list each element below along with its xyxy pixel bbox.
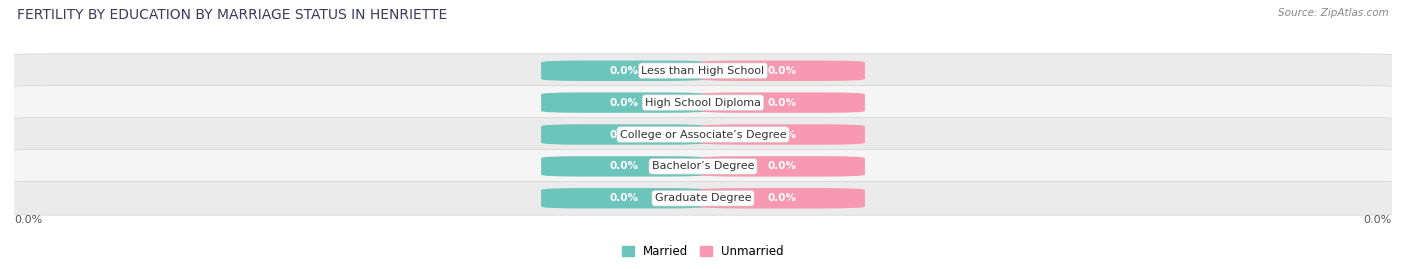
Text: FERTILITY BY EDUCATION BY MARRIAGE STATUS IN HENRIETTE: FERTILITY BY EDUCATION BY MARRIAGE STATU… xyxy=(17,8,447,22)
Text: 0.0%: 0.0% xyxy=(768,193,797,203)
FancyBboxPatch shape xyxy=(700,156,865,176)
FancyBboxPatch shape xyxy=(541,156,706,176)
Text: 0.0%: 0.0% xyxy=(609,129,638,140)
FancyBboxPatch shape xyxy=(700,93,865,113)
Text: 0.0%: 0.0% xyxy=(768,129,797,140)
FancyBboxPatch shape xyxy=(700,124,865,145)
Text: 0.0%: 0.0% xyxy=(14,215,42,225)
Text: 0.0%: 0.0% xyxy=(768,161,797,171)
Text: Graduate Degree: Graduate Degree xyxy=(655,193,751,203)
FancyBboxPatch shape xyxy=(700,188,865,208)
Text: High School Diploma: High School Diploma xyxy=(645,98,761,108)
Text: Bachelor’s Degree: Bachelor’s Degree xyxy=(652,161,754,171)
Text: 0.0%: 0.0% xyxy=(609,193,638,203)
FancyBboxPatch shape xyxy=(0,86,1406,119)
FancyBboxPatch shape xyxy=(541,188,706,208)
Text: College or Associate’s Degree: College or Associate’s Degree xyxy=(620,129,786,140)
Text: 0.0%: 0.0% xyxy=(1364,215,1392,225)
Text: 0.0%: 0.0% xyxy=(609,66,638,76)
FancyBboxPatch shape xyxy=(541,61,706,81)
FancyBboxPatch shape xyxy=(541,93,706,113)
Text: 0.0%: 0.0% xyxy=(768,98,797,108)
Text: Source: ZipAtlas.com: Source: ZipAtlas.com xyxy=(1278,8,1389,18)
Text: 0.0%: 0.0% xyxy=(609,98,638,108)
FancyBboxPatch shape xyxy=(0,181,1406,215)
FancyBboxPatch shape xyxy=(0,118,1406,151)
Legend: Married, Unmarried: Married, Unmarried xyxy=(617,240,789,263)
Text: Less than High School: Less than High School xyxy=(641,66,765,76)
FancyBboxPatch shape xyxy=(0,150,1406,183)
FancyBboxPatch shape xyxy=(700,61,865,81)
FancyBboxPatch shape xyxy=(541,124,706,145)
FancyBboxPatch shape xyxy=(0,54,1406,88)
Text: 0.0%: 0.0% xyxy=(609,161,638,171)
Text: 0.0%: 0.0% xyxy=(768,66,797,76)
